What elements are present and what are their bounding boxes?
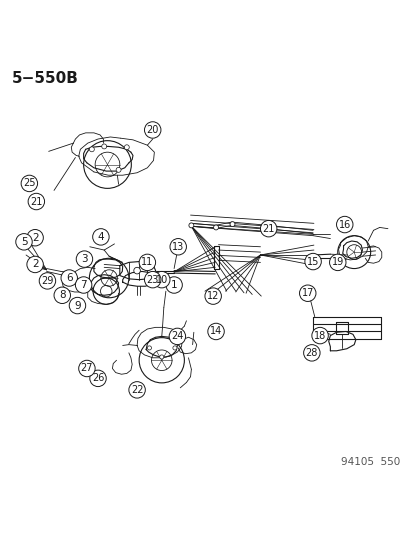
Text: 27: 27 bbox=[81, 364, 93, 374]
Circle shape bbox=[147, 346, 151, 350]
Text: 25: 25 bbox=[23, 179, 36, 189]
Circle shape bbox=[116, 167, 121, 172]
Text: 24: 24 bbox=[171, 332, 183, 342]
Circle shape bbox=[260, 221, 276, 237]
Text: 5−550B: 5−550B bbox=[12, 71, 78, 86]
Circle shape bbox=[93, 229, 109, 245]
Text: 9: 9 bbox=[74, 301, 81, 311]
Text: 28: 28 bbox=[305, 348, 317, 358]
Text: 4: 4 bbox=[97, 232, 104, 242]
Text: 10: 10 bbox=[155, 274, 168, 285]
Circle shape bbox=[90, 370, 106, 386]
Text: 16: 16 bbox=[338, 220, 350, 230]
Circle shape bbox=[336, 216, 352, 233]
Circle shape bbox=[173, 346, 176, 350]
Circle shape bbox=[61, 270, 77, 286]
Circle shape bbox=[144, 122, 161, 138]
Circle shape bbox=[128, 382, 145, 398]
Text: 26: 26 bbox=[92, 373, 104, 383]
Circle shape bbox=[207, 323, 224, 340]
Circle shape bbox=[102, 144, 107, 149]
Circle shape bbox=[188, 223, 193, 228]
Text: 12: 12 bbox=[206, 291, 219, 301]
Circle shape bbox=[266, 225, 271, 230]
Text: 13: 13 bbox=[172, 242, 184, 252]
Text: 22: 22 bbox=[131, 385, 143, 395]
Text: 15: 15 bbox=[306, 256, 318, 266]
Circle shape bbox=[169, 328, 185, 345]
Text: 94105  550: 94105 550 bbox=[340, 457, 399, 467]
Circle shape bbox=[139, 254, 155, 271]
Circle shape bbox=[311, 327, 328, 344]
Circle shape bbox=[144, 271, 161, 288]
Text: 7: 7 bbox=[80, 280, 87, 290]
Circle shape bbox=[78, 360, 95, 377]
Text: 21: 21 bbox=[30, 197, 43, 206]
Circle shape bbox=[303, 345, 319, 361]
Text: 5: 5 bbox=[21, 237, 27, 247]
Text: 23: 23 bbox=[146, 274, 159, 285]
Circle shape bbox=[54, 287, 70, 303]
Text: 20: 20 bbox=[146, 125, 159, 135]
Circle shape bbox=[69, 297, 85, 314]
Text: 2: 2 bbox=[32, 233, 38, 243]
Circle shape bbox=[27, 256, 43, 273]
Text: 3: 3 bbox=[81, 254, 88, 264]
Text: 21: 21 bbox=[262, 224, 274, 233]
Circle shape bbox=[28, 193, 45, 210]
Text: 29: 29 bbox=[41, 276, 54, 286]
Circle shape bbox=[21, 175, 38, 192]
Circle shape bbox=[153, 271, 170, 288]
Text: 2: 2 bbox=[32, 260, 38, 270]
Text: 1: 1 bbox=[171, 280, 177, 290]
Text: 14: 14 bbox=[209, 327, 222, 336]
Circle shape bbox=[213, 225, 218, 230]
Circle shape bbox=[299, 285, 315, 302]
Circle shape bbox=[27, 230, 43, 246]
Circle shape bbox=[170, 239, 186, 255]
Circle shape bbox=[124, 145, 129, 150]
Circle shape bbox=[76, 251, 93, 268]
Text: 18: 18 bbox=[313, 330, 325, 341]
Circle shape bbox=[204, 288, 221, 304]
Circle shape bbox=[159, 355, 164, 359]
Circle shape bbox=[304, 253, 320, 270]
Circle shape bbox=[75, 277, 92, 293]
Text: 17: 17 bbox=[301, 288, 313, 298]
Circle shape bbox=[89, 147, 94, 152]
Circle shape bbox=[133, 268, 140, 274]
Circle shape bbox=[166, 277, 182, 293]
Text: 8: 8 bbox=[59, 290, 65, 300]
Text: 11: 11 bbox=[141, 257, 153, 268]
Circle shape bbox=[39, 273, 55, 289]
Text: 6: 6 bbox=[66, 273, 72, 283]
Circle shape bbox=[230, 222, 235, 227]
Text: 19: 19 bbox=[331, 257, 343, 268]
Circle shape bbox=[329, 254, 345, 271]
Circle shape bbox=[16, 233, 32, 250]
